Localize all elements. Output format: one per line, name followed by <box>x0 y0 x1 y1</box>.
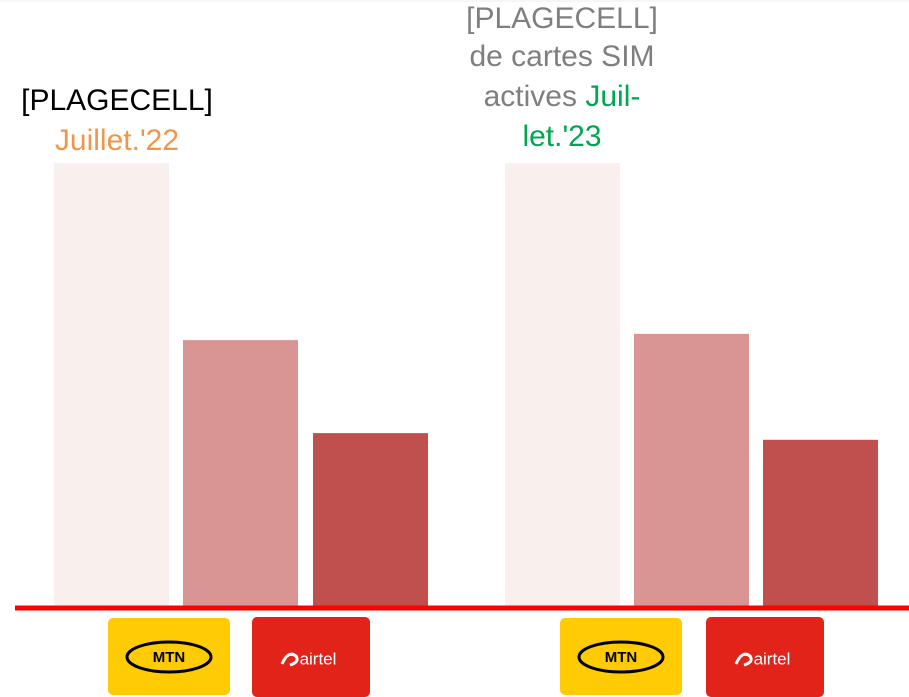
title-part: let.'23 <box>522 120 601 153</box>
chart-title: let.'23 <box>522 120 601 153</box>
logo-text: MTN <box>605 649 638 666</box>
title-part: Juillet.'22 <box>55 124 179 157</box>
mtn-logo <box>560 618 682 695</box>
chart-title: [PLAGECELL] <box>21 84 213 117</box>
title-part: actives <box>484 80 586 113</box>
airtel-swirl <box>280 652 299 667</box>
bar <box>634 333 749 608</box>
airtel-logo <box>252 617 370 697</box>
logo-text: MTN <box>153 649 186 666</box>
chart-title: de cartes SIM <box>469 40 654 73</box>
logo-text: airtel <box>300 649 337 668</box>
bar <box>54 163 169 608</box>
chart-title: Juillet.'22 <box>55 124 179 157</box>
mtn-logo <box>108 618 230 695</box>
title-part: de cartes SIM <box>469 40 654 73</box>
airtel-swirl <box>734 652 753 667</box>
mtn-oval <box>125 640 213 674</box>
bar <box>763 439 878 608</box>
title-part: [PLAGECELL] <box>466 2 658 35</box>
title-part: Juil- <box>585 80 640 113</box>
logo-text: airtel <box>754 649 791 668</box>
chart-title: [PLAGECELL] <box>466 2 658 35</box>
chart-title: actives Juil- <box>484 80 641 113</box>
bar <box>183 340 298 608</box>
mtn-oval <box>577 640 665 674</box>
airtel-logo <box>706 617 824 697</box>
bar <box>505 163 620 608</box>
title-part: [PLAGECELL] <box>21 84 213 117</box>
bar <box>313 433 428 608</box>
